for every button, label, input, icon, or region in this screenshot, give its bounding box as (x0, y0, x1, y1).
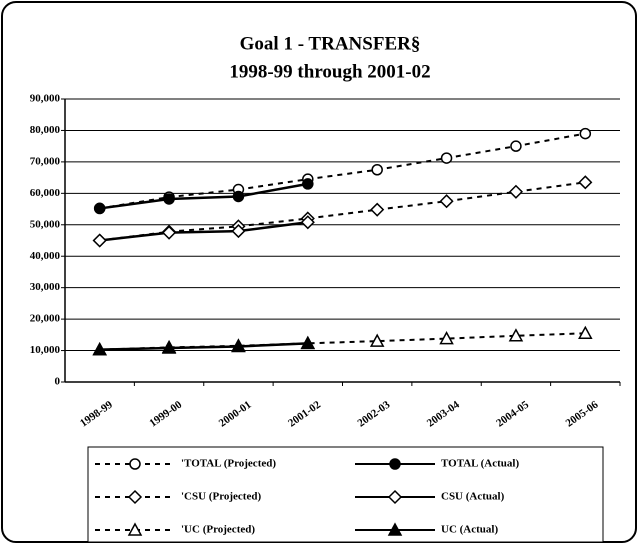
y-tick-label: 50,000 (30, 218, 61, 230)
legend-label: UC (Actual) (441, 524, 498, 536)
y-tick-label: 60,000 (30, 187, 61, 199)
series-line (99, 221, 308, 242)
legend-label: 'UC (Projected) (181, 524, 255, 536)
y-tick-label: 10,000 (30, 344, 61, 356)
y-tick-label: 70,000 (30, 155, 61, 167)
legend-label: CSU (Actual) (441, 491, 505, 503)
data-point (439, 194, 454, 209)
y-tick-label: 30,000 (30, 281, 61, 293)
series-line (99, 181, 586, 242)
data-point (302, 178, 314, 190)
data-point (578, 325, 593, 340)
y-tick-label: 40,000 (30, 250, 61, 262)
legend-marker (129, 458, 141, 470)
data-point (163, 193, 175, 205)
data-point (508, 328, 524, 342)
data-point (231, 224, 246, 239)
chart-title: Goal 1 - TRANSFER§ (240, 33, 421, 54)
data-point (579, 127, 592, 140)
data-point (439, 331, 454, 345)
legend-label: TOTAL (Actual) (441, 458, 519, 470)
data-point (370, 202, 385, 217)
data-point (578, 175, 593, 190)
legend-marker (389, 458, 401, 470)
legend-box (87, 446, 604, 543)
data-point (162, 225, 177, 240)
data-point (300, 215, 315, 230)
legend-marker (127, 522, 143, 536)
data-point (92, 233, 107, 248)
data-point (161, 340, 177, 354)
legend-marker (387, 522, 403, 536)
legend-label: 'TOTAL (Projected) (181, 458, 276, 470)
data-point (369, 333, 385, 347)
data-point (510, 140, 522, 152)
legend-marker (387, 489, 403, 505)
y-tick-label: 20,000 (30, 313, 61, 325)
data-point (231, 338, 246, 353)
data-point (92, 342, 107, 356)
series-line (99, 342, 308, 351)
y-tick-label: 80,000 (30, 124, 61, 136)
y-tick-label: 0 (55, 376, 61, 388)
data-point (232, 190, 245, 203)
legend-marker (127, 489, 143, 505)
data-point (508, 184, 523, 199)
series-line (99, 132, 586, 210)
series-line (99, 182, 309, 210)
y-tick-label: 90,000 (30, 93, 61, 105)
data-point (93, 202, 106, 215)
data-point (300, 335, 316, 350)
data-point (371, 164, 383, 176)
data-point (440, 152, 453, 164)
chart-subtitle: 1998-99 through 2001-02 (229, 61, 430, 82)
legend-label: 'CSU (Projected) (181, 491, 261, 503)
